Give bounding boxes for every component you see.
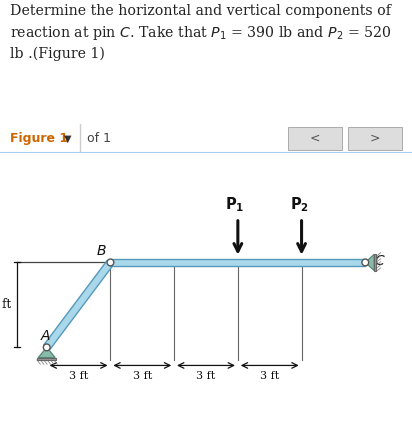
Text: >: >	[370, 132, 380, 145]
Bar	[374, 254, 377, 271]
Polygon shape	[38, 347, 55, 358]
Text: 3 ft: 3 ft	[133, 371, 152, 382]
Text: $C$: $C$	[375, 254, 386, 269]
FancyBboxPatch shape	[288, 126, 342, 150]
Text: 3 ft: 3 ft	[197, 371, 215, 382]
Text: $\mathbf{P_1}$: $\mathbf{P_1}$	[225, 195, 244, 214]
Text: 4 ft: 4 ft	[0, 298, 11, 311]
Polygon shape	[365, 254, 374, 270]
Text: <: <	[310, 132, 321, 145]
Text: ▼: ▼	[64, 133, 71, 143]
Circle shape	[107, 259, 114, 266]
Text: 3 ft: 3 ft	[69, 371, 88, 382]
Text: Determine the horizontal and vertical components of
reaction at pin $C$. Take th: Determine the horizontal and vertical co…	[10, 4, 392, 61]
Bar	[37, 358, 56, 360]
Circle shape	[43, 344, 50, 351]
FancyBboxPatch shape	[348, 126, 402, 150]
Text: $B$: $B$	[96, 244, 107, 258]
Text: 3 ft: 3 ft	[260, 371, 279, 382]
Circle shape	[362, 259, 369, 266]
Text: of 1: of 1	[87, 132, 110, 145]
Text: $\mathbf{P_2}$: $\mathbf{P_2}$	[290, 195, 309, 214]
Text: $A$: $A$	[40, 329, 51, 343]
Polygon shape	[110, 259, 365, 266]
Text: Figure 1: Figure 1	[10, 132, 68, 145]
Polygon shape	[44, 260, 113, 350]
